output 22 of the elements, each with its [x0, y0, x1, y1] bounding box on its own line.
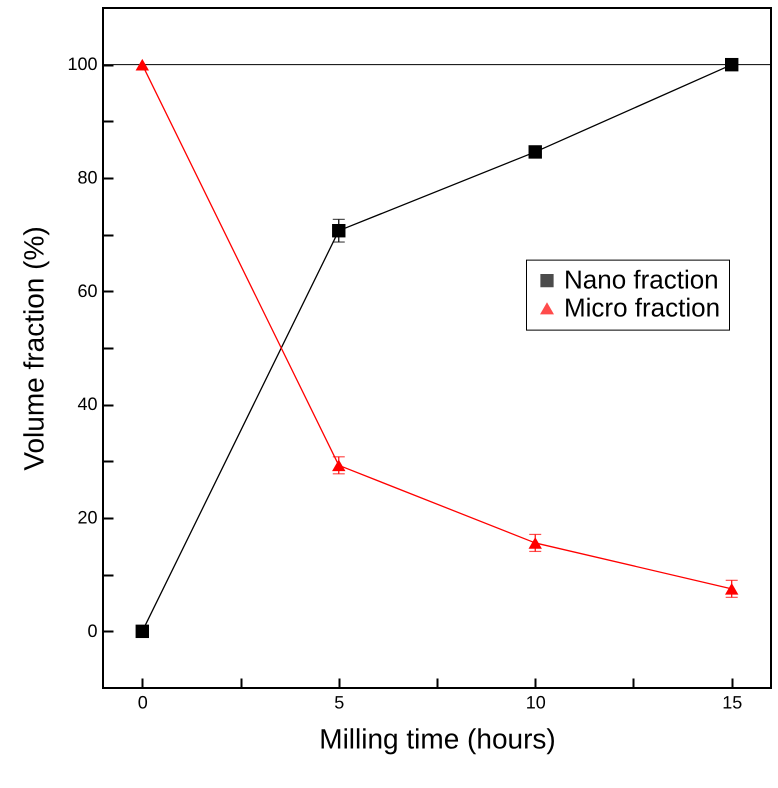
- y-tick-label: 80: [77, 168, 98, 188]
- y-tick-label: 40: [77, 394, 98, 414]
- point: [136, 624, 149, 638]
- y-tick-label: 20: [77, 508, 98, 528]
- x-tick-label: 15: [722, 692, 742, 712]
- x-tick-label: 0: [138, 692, 148, 712]
- point: [725, 58, 738, 72]
- point: [332, 224, 346, 238]
- x-axis-title: Milling time (hours): [319, 724, 556, 754]
- point: [332, 459, 346, 472]
- legend-label: Nano fraction: [564, 264, 719, 295]
- legend-label: Micro fraction: [564, 292, 720, 323]
- y-axis-title: Volume fraction (%): [18, 226, 50, 471]
- point: [725, 583, 738, 595]
- y-tick-label: 100: [67, 54, 98, 74]
- y-tick-label: 0: [87, 620, 98, 641]
- x-tick-label: 10: [526, 692, 546, 712]
- y-tick-label: 60: [77, 280, 98, 301]
- x-tick-label: 5: [334, 692, 344, 712]
- point: [528, 145, 542, 159]
- point: [136, 58, 149, 70]
- point: [528, 537, 542, 549]
